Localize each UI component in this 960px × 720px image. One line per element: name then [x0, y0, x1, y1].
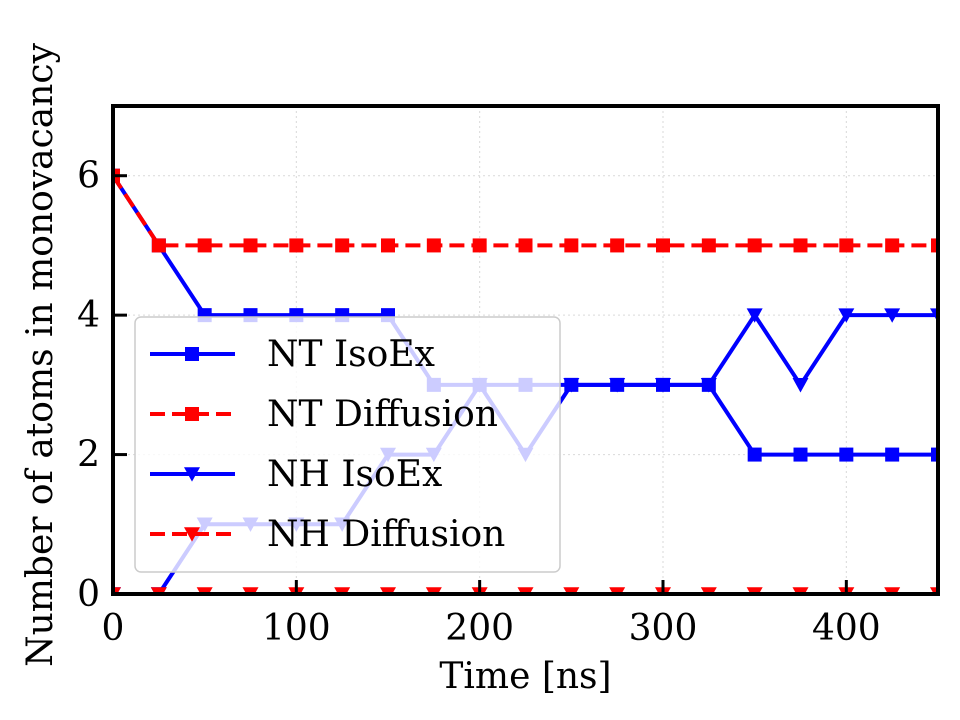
- data-point: [381, 238, 395, 253]
- data-point: [289, 238, 304, 253]
- legend-marker: [185, 347, 199, 361]
- y-tick-label: 0: [77, 574, 100, 615]
- data-point: [839, 447, 854, 462]
- data-point: [885, 447, 900, 462]
- legend-box: [134, 316, 561, 573]
- legend-marker: [184, 467, 200, 482]
- axis-ticks: 0 100 200 300 400 0 2 4 6: [77, 156, 881, 649]
- data-point: [931, 447, 938, 462]
- data-point: [792, 378, 809, 393]
- data-point: [472, 238, 487, 253]
- data-point: [793, 238, 808, 253]
- data-point: [746, 308, 763, 323]
- legend-item: NH Diffusion: [150, 514, 505, 555]
- data-point: [793, 447, 808, 462]
- data-point: [839, 238, 854, 253]
- data-point: [747, 238, 762, 253]
- x-tick-label: 400: [812, 608, 881, 649]
- legend-marker: [184, 527, 200, 542]
- data-point: [700, 378, 717, 393]
- data-point: [426, 238, 441, 253]
- y-tick-label: 4: [77, 295, 100, 336]
- x-tick-label: 300: [629, 608, 698, 649]
- y-tick-label: 6: [77, 156, 100, 197]
- legend-item: NT IsoEx: [150, 334, 435, 375]
- x-tick-label: 200: [445, 608, 514, 649]
- plot-frame: [111, 104, 940, 596]
- y-tick-label: 2: [77, 435, 100, 476]
- legend-item: NH IsoEx: [150, 454, 442, 495]
- data-point: [518, 238, 533, 253]
- legend-label: NH IsoEx: [267, 454, 442, 495]
- x-tick-label: 100: [262, 608, 331, 649]
- data-point: [243, 238, 258, 253]
- data-point: [931, 238, 938, 253]
- legend-marker: [185, 407, 199, 421]
- y-axis-label: Number of atoms in monovacancy: [20, 42, 61, 667]
- data-point: [610, 238, 625, 253]
- data-point: [335, 238, 350, 253]
- data-point: [656, 238, 670, 253]
- data-point: [885, 238, 900, 253]
- series-nt-diffusion: [113, 168, 938, 253]
- data-point: [563, 378, 580, 393]
- data-point: [655, 378, 671, 393]
- legend-label: NT IsoEx: [267, 334, 435, 375]
- x-axis-label: Time [ns]: [439, 656, 611, 697]
- series-line: [113, 174, 938, 248]
- data-point: [609, 378, 626, 393]
- legend: NT IsoEx NT Diffusion NH IsoEx NH Diffusion: [134, 316, 561, 573]
- data-point: [197, 238, 212, 253]
- data-point: [151, 238, 166, 253]
- data-point: [838, 308, 855, 323]
- data-point: [701, 238, 716, 253]
- data-point: [564, 238, 579, 253]
- x-tick-label: 0: [102, 608, 125, 649]
- legend-label: NT Diffusion: [267, 394, 498, 435]
- data-point: [747, 447, 762, 462]
- data-point: [884, 308, 901, 323]
- legend-item: NT Diffusion: [150, 394, 498, 435]
- legend-label: NH Diffusion: [267, 514, 505, 555]
